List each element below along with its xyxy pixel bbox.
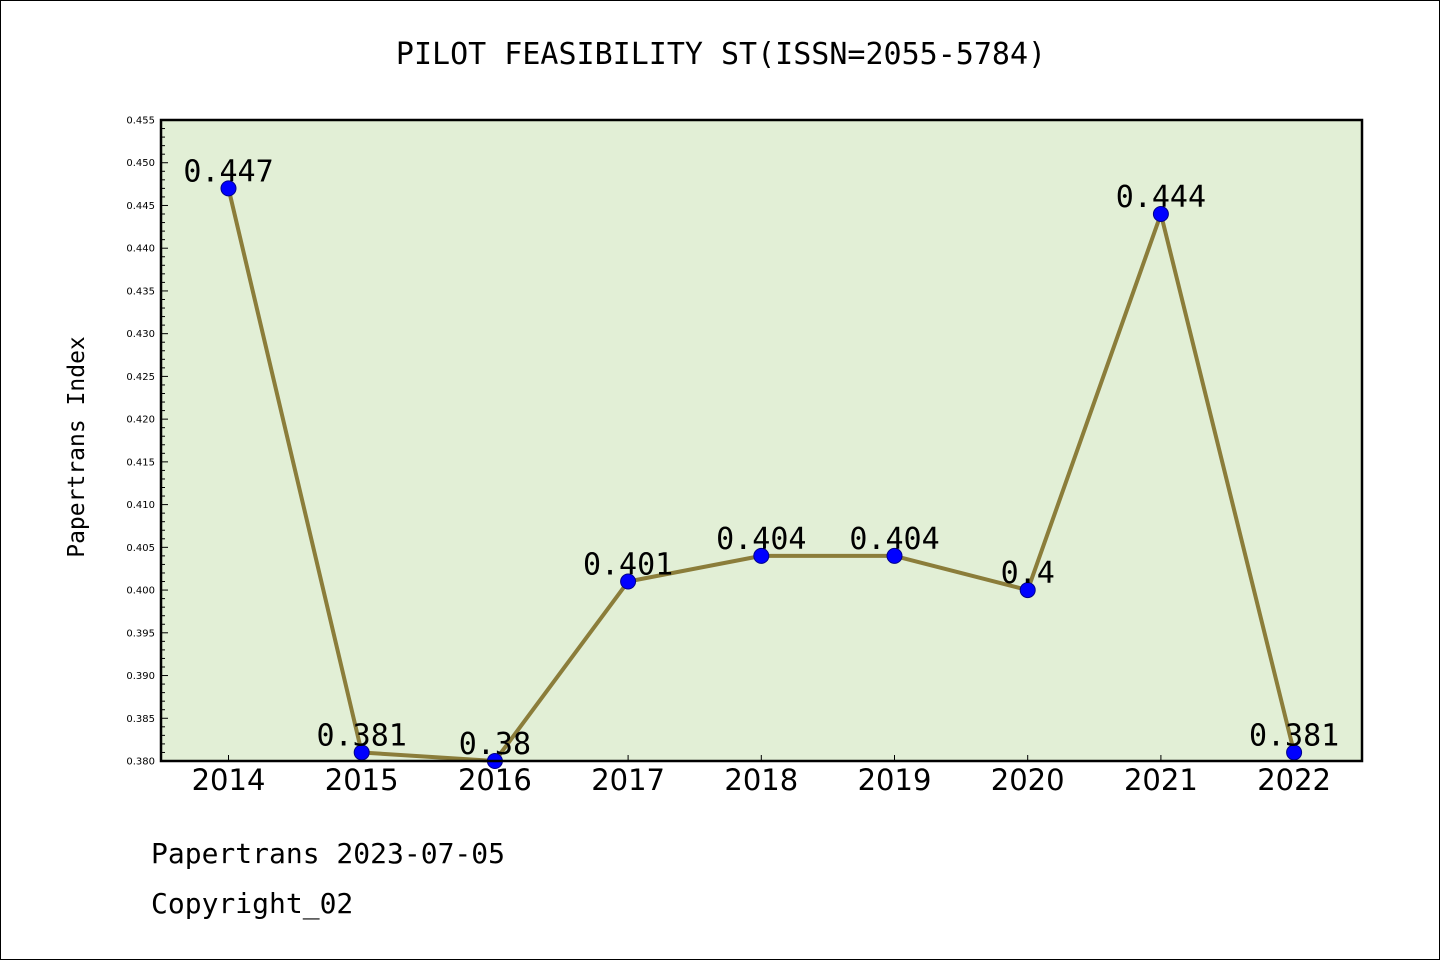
x-tick-label: 2020 <box>991 763 1065 797</box>
y-tick-label: 0.435 <box>126 286 155 297</box>
data-point <box>220 180 237 197</box>
data-label: 0.38 <box>459 727 531 762</box>
x-tick-label: 2014 <box>192 763 266 797</box>
data-point <box>753 547 770 564</box>
y-tick-label: 0.430 <box>126 329 155 340</box>
chart-title: PILOT FEASIBILITY ST(ISSN=2055-5784) <box>395 37 1047 72</box>
plot-area <box>161 120 1362 761</box>
y-tick-label: 0.420 <box>126 415 155 426</box>
y-tick-label: 0.410 <box>126 500 155 511</box>
y-tick-label: 0.380 <box>126 757 155 768</box>
data-label: 0.404 <box>849 522 939 557</box>
y-tick-label: 0.450 <box>126 158 155 169</box>
y-tick-label: 0.440 <box>126 244 155 255</box>
data-label: 0.381 <box>317 718 407 753</box>
data-label: 0.381 <box>1249 718 1339 753</box>
data-label: 0.401 <box>583 548 673 583</box>
x-tick-label: 2021 <box>1124 763 1198 797</box>
y-tick-label: 0.405 <box>126 543 155 554</box>
x-tick-label: 2019 <box>858 763 932 797</box>
y-tick-label: 0.425 <box>126 372 155 383</box>
plot-frame <box>159 118 1364 763</box>
x-tick-label: 2018 <box>724 763 798 797</box>
x-tick-label: 2015 <box>325 763 399 797</box>
x-tick-label: 2022 <box>1257 763 1331 797</box>
y-tick-label: 0.445 <box>126 201 155 212</box>
data-point <box>886 547 903 564</box>
data-point <box>620 573 637 590</box>
data-label: 0.444 <box>1116 180 1206 215</box>
footer-date: Papertrans 2023-07-05 <box>151 837 506 870</box>
y-tick-label: 0.390 <box>126 671 155 682</box>
y-tick-label: 0.400 <box>126 586 155 597</box>
data-label: 0.404 <box>716 522 806 557</box>
y-tick-label: 0.385 <box>126 714 155 725</box>
x-tick-label: 2017 <box>591 763 665 797</box>
data-label: 0.4 <box>1001 556 1055 591</box>
data-label: 0.447 <box>183 154 273 189</box>
y-tick-label: 0.455 <box>126 116 155 127</box>
footer-copyright: Copyright_02 <box>151 887 354 920</box>
data-point <box>1019 582 1036 599</box>
y-tick-label: 0.415 <box>126 457 155 468</box>
data-point <box>1152 206 1169 223</box>
y-tick-label: 0.395 <box>126 628 155 639</box>
